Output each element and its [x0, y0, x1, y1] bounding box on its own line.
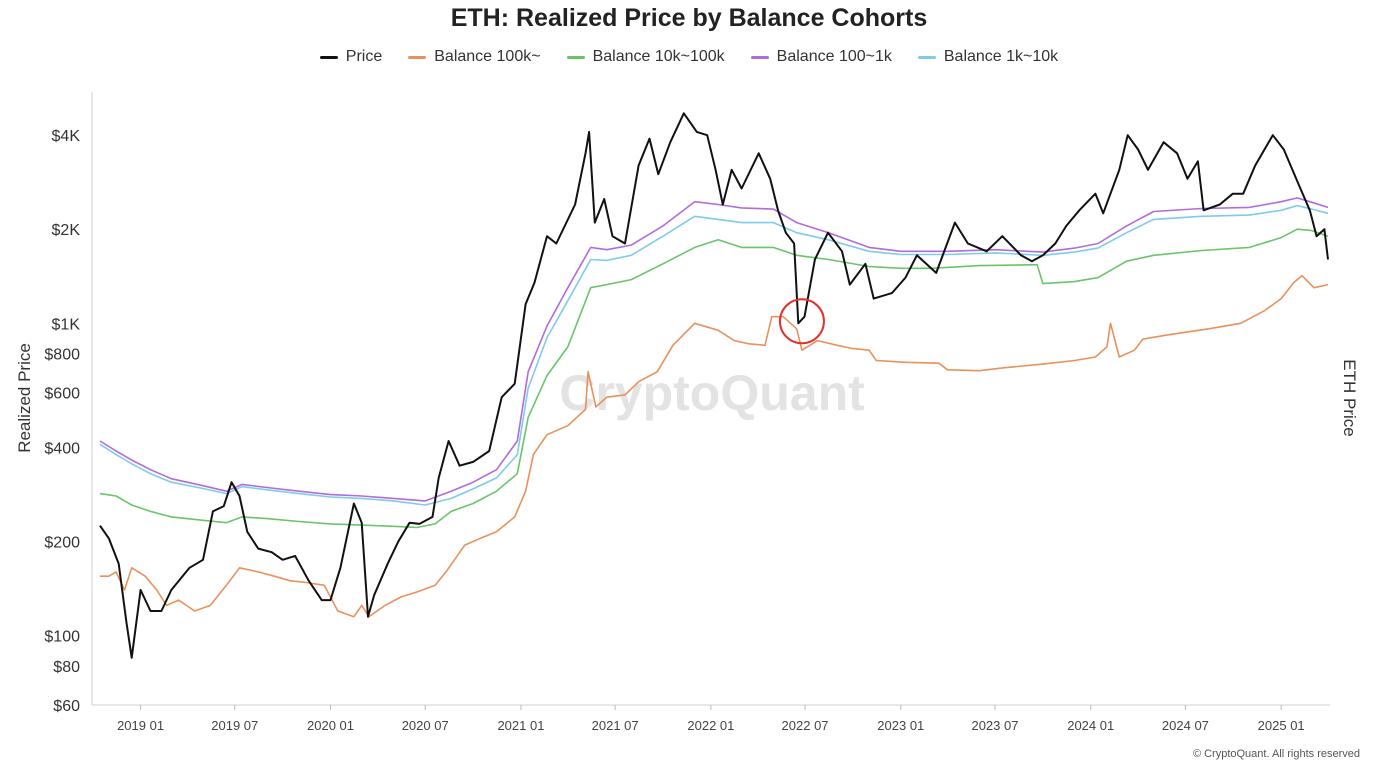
y-tick-label: $200: [44, 535, 80, 552]
y-tick-label: $800: [44, 347, 80, 364]
x-tick-label: 2024 07: [1162, 718, 1209, 733]
x-tick-label: 2024 01: [1067, 718, 1114, 733]
y-tick-label: $400: [44, 441, 80, 458]
legend-swatch: [750, 55, 769, 59]
legend-item[interactable]: Balance 1k~10k: [917, 48, 1059, 66]
legend-label: Balance 10k~100k: [592, 48, 725, 65]
y-tick-label: $1K: [52, 316, 81, 333]
x-tick-label: 2023 07: [971, 718, 1018, 733]
legend-swatch: [566, 55, 585, 59]
x-tick-label: 2023 01: [877, 718, 924, 733]
x-axis-ticks: 2019 01 2019 07 2020 01 2020 07 2021 01 2021 …: [117, 705, 1305, 733]
y-tick-label: $80: [53, 659, 80, 676]
annotation-circle: [778, 298, 825, 345]
legend-swatch: [408, 55, 427, 59]
y-tick-label: $600: [44, 386, 80, 403]
y-tick-label: $4K: [52, 128, 81, 145]
legend-label: Balance 100k~: [434, 48, 541, 65]
legend-label: Balance 1k~10k: [943, 48, 1059, 65]
series-line-balance-100k: [100, 274, 1329, 618]
legend-swatch: [319, 55, 338, 59]
legend-item[interactable]: Balance 100~1k: [750, 48, 892, 66]
legend-item[interactable]: Price: [319, 48, 383, 66]
y-axis-ticks: $60 $80 $100 $200 $400 $600 $800 $1K $2K $4K: [44, 128, 80, 715]
x-tick-label: 2020 07: [402, 718, 449, 733]
x-tick-label: 2022 07: [782, 718, 829, 733]
series-line-balance-1k-10k: [99, 204, 1329, 506]
y-tick-label: $60: [53, 698, 80, 715]
y-axis-title-left: Realized Price: [15, 343, 34, 453]
x-tick-label: 2019 01: [117, 718, 164, 733]
y-tick-label: $2K: [52, 222, 81, 239]
y-axis-title-right: ETH Price: [1340, 359, 1359, 436]
legend-item[interactable]: Balance 100k~: [408, 48, 541, 66]
legend-swatch: [917, 55, 936, 59]
series-line-balance-100-1k: [99, 197, 1329, 502]
series-line-price: [99, 112, 1329, 659]
series-line-balance-10k-100k: [99, 228, 1329, 529]
x-tick-label: 2025 01: [1258, 718, 1305, 733]
legend-label: Balance 100~1k: [776, 48, 892, 65]
watermark: CryptoQuant: [559, 365, 865, 421]
x-tick-label: 2021 07: [592, 718, 639, 733]
legend-label: Price: [345, 48, 383, 65]
annotations: [778, 298, 825, 345]
x-tick-label: 2019 07: [211, 718, 258, 733]
x-tick-label: 2021 01: [497, 718, 544, 733]
copyright-notice: © CryptoQuant. All rights reserved: [1192, 748, 1360, 760]
y-tick-label: $100: [44, 629, 80, 646]
legend: Price Balance 100k~ Balance 10k~100k Balanc…: [0, 48, 1378, 66]
legend-item[interactable]: Balance 10k~100k: [566, 48, 725, 66]
x-tick-label: 2020 01: [307, 718, 354, 733]
series-lines: [99, 112, 1329, 659]
chart-title: ETH: Realized Price by Balance Cohorts: [450, 4, 928, 32]
x-tick-label: 2022 01: [687, 718, 734, 733]
